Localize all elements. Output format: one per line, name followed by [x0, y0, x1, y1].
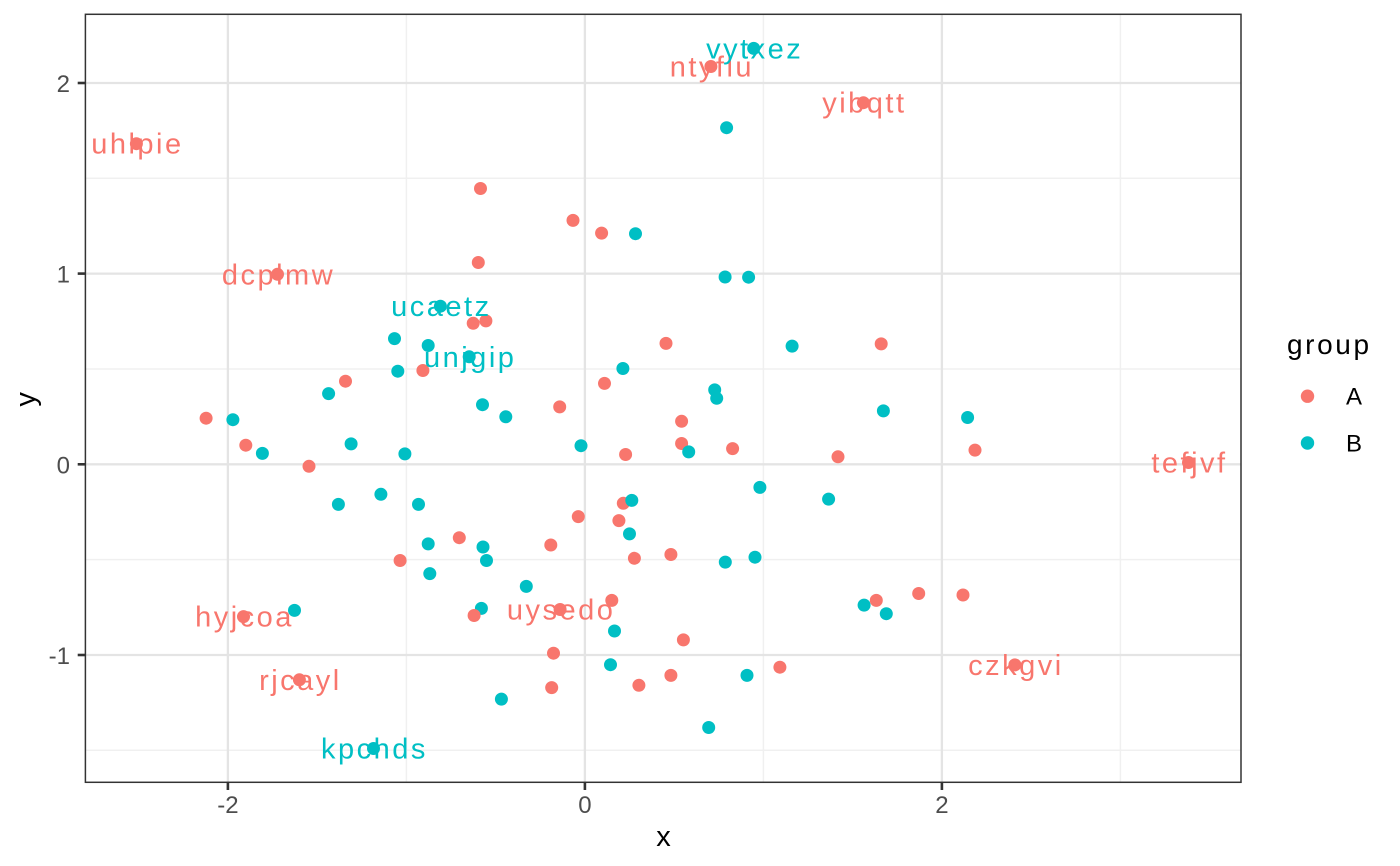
svg-text:uhlpie: uhlpie — [91, 129, 183, 161]
svg-text:2: 2 — [57, 71, 70, 98]
svg-text:y: y — [10, 392, 42, 407]
svg-text:group: group — [1287, 329, 1372, 360]
svg-text:A: A — [1346, 384, 1362, 411]
svg-text:uysedo: uysedo — [507, 595, 616, 627]
svg-text:-1: -1 — [49, 643, 70, 670]
svg-text:B: B — [1346, 430, 1362, 457]
svg-text:x: x — [656, 821, 671, 853]
svg-text:ntyflu: ntyflu — [670, 52, 754, 84]
svg-text:-2: -2 — [217, 792, 238, 819]
svg-text:dcplmw: dcplmw — [222, 259, 335, 291]
svg-text:hyjcoa: hyjcoa — [195, 602, 294, 634]
svg-text:0: 0 — [578, 792, 591, 819]
svg-text:tefjvf: tefjvf — [1151, 448, 1227, 480]
svg-text:2: 2 — [935, 792, 948, 819]
svg-text:czkgvi: czkgvi — [968, 650, 1064, 682]
svg-text:1: 1 — [57, 262, 70, 289]
svg-text:ucaetz: ucaetz — [391, 291, 491, 323]
svg-text:rjcayl: rjcayl — [259, 665, 342, 697]
svg-text:0: 0 — [57, 452, 70, 479]
svg-text:unjgip: unjgip — [424, 342, 516, 374]
svg-text:vytxez: vytxez — [706, 33, 803, 65]
svg-text:yibqtt: yibqtt — [822, 88, 906, 120]
svg-text:kpchds: kpchds — [321, 734, 428, 766]
